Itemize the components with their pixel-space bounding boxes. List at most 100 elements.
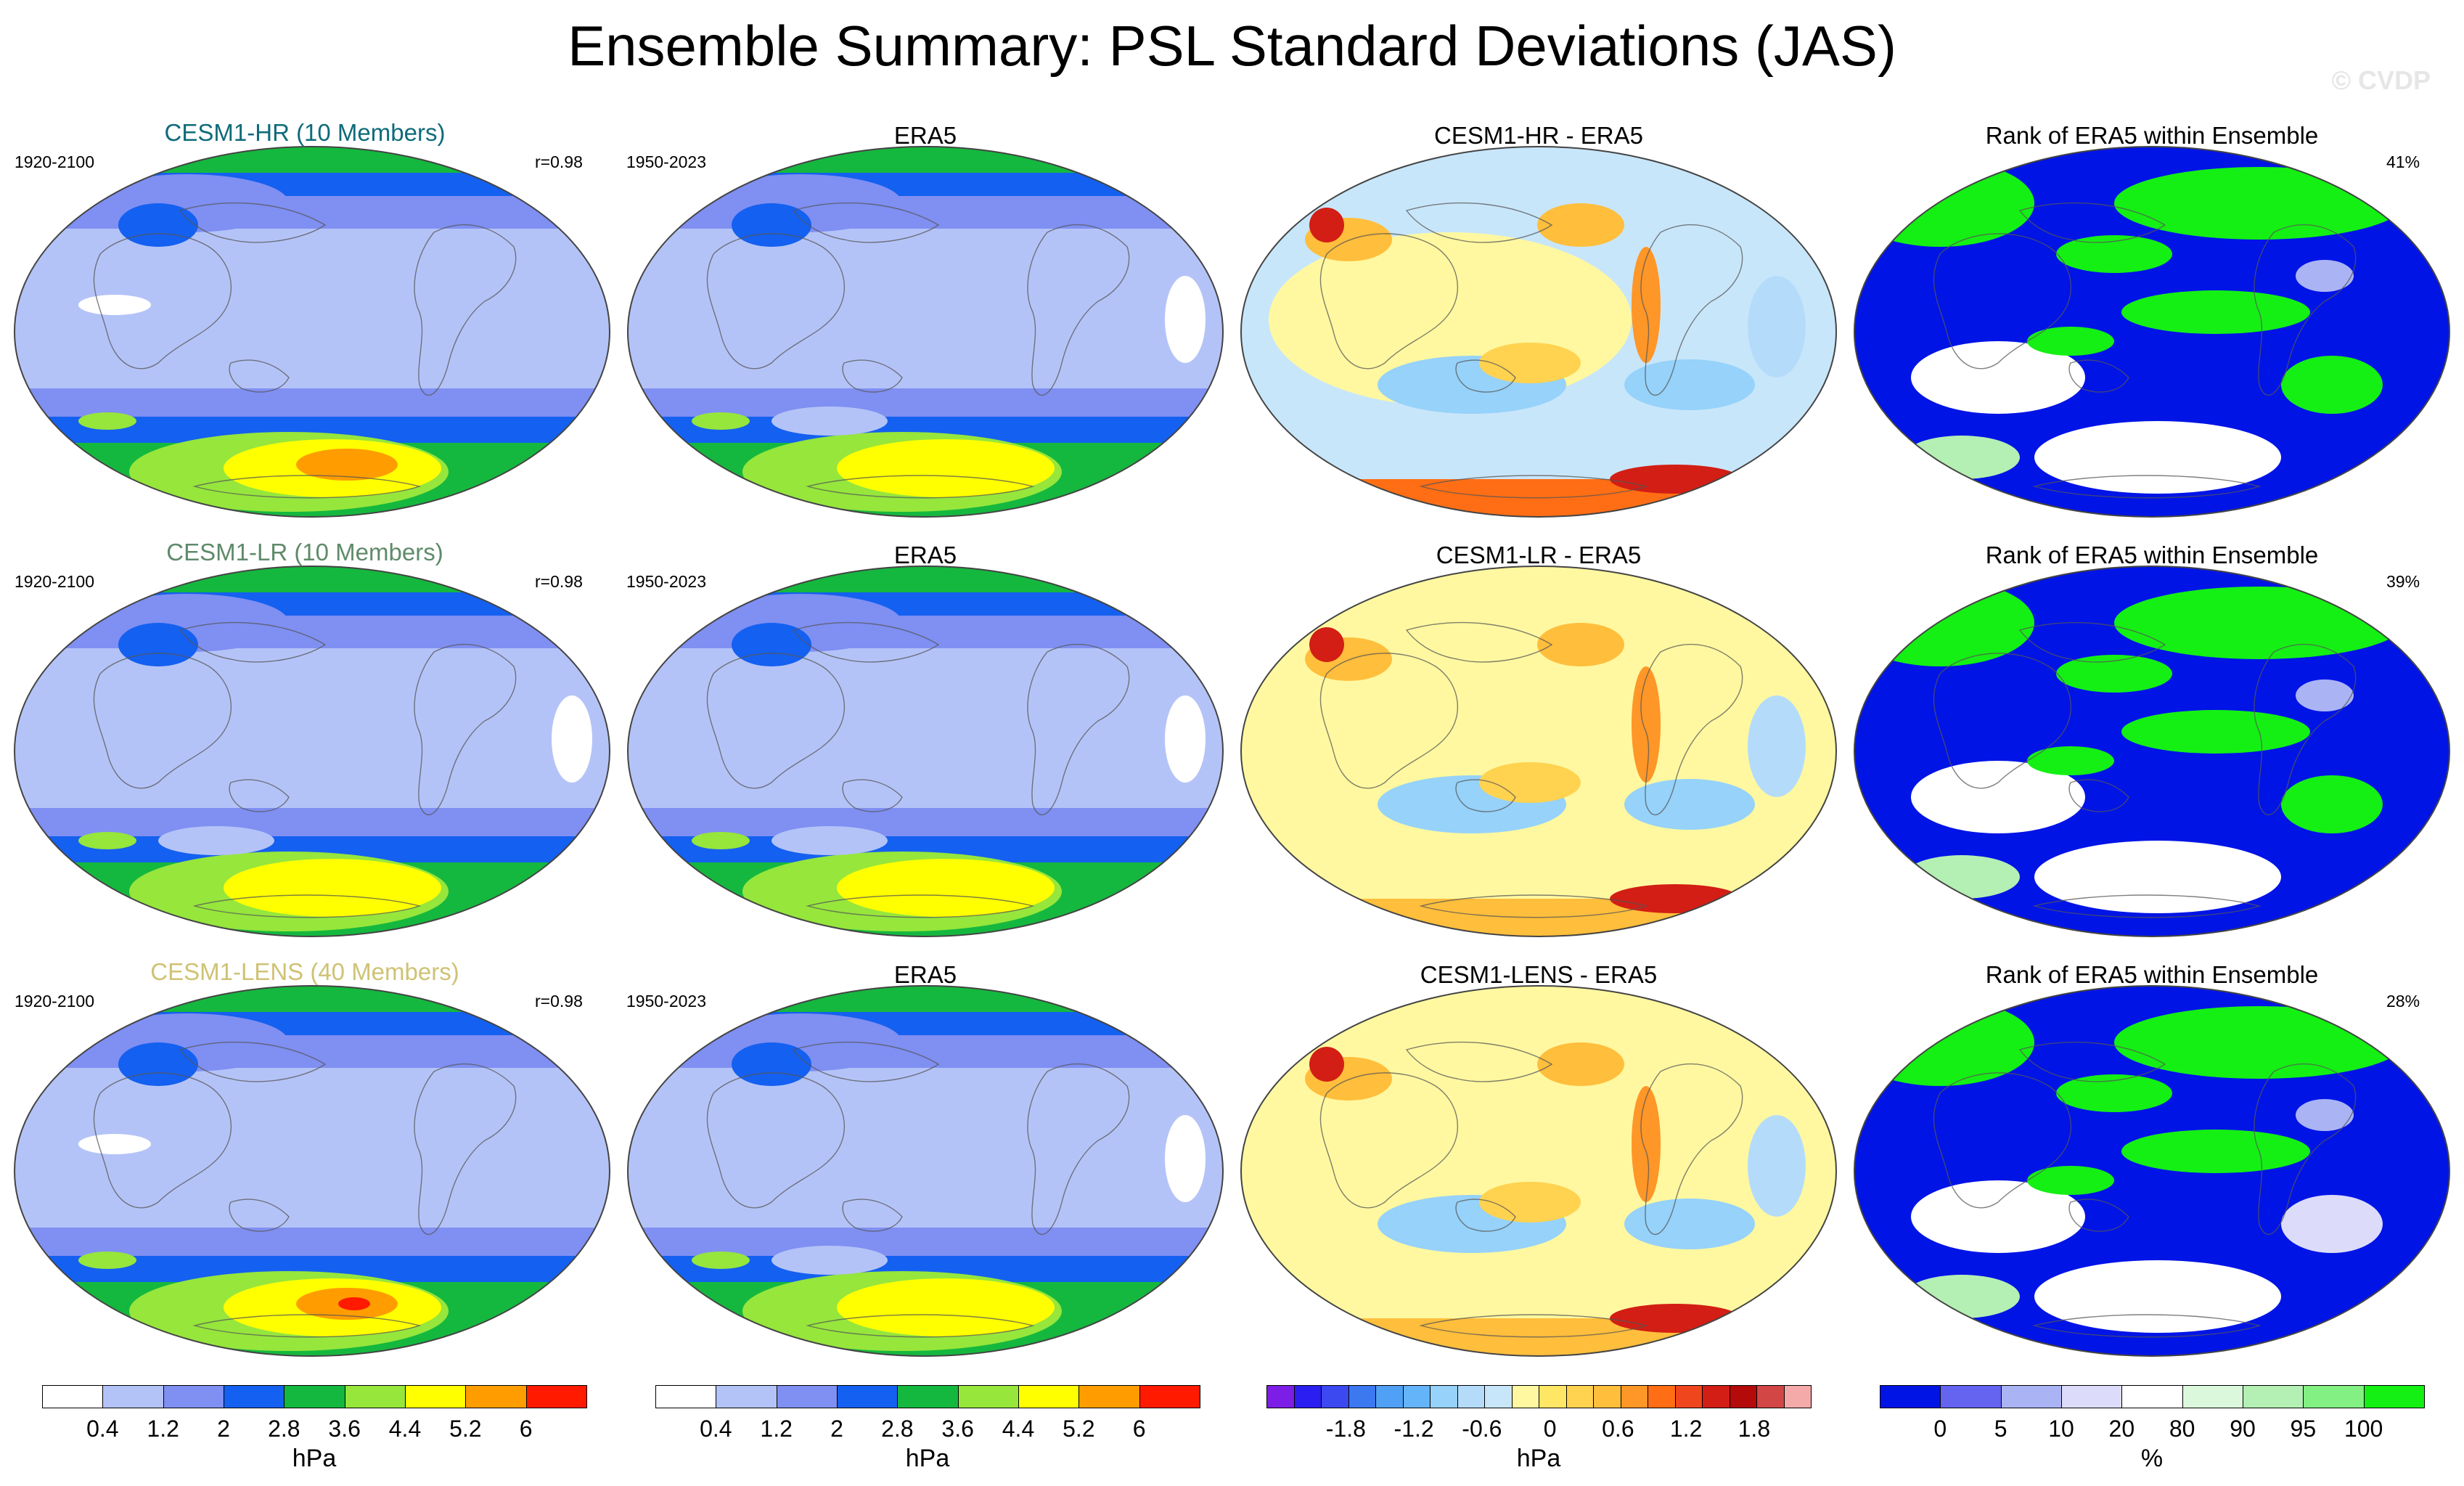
coastline-1 [93, 653, 232, 789]
stddev-arctic-band [628, 147, 1223, 173]
map-outline [627, 566, 1224, 937]
coastline-4 [229, 779, 290, 812]
map-obs-row1 [627, 146, 1224, 518]
diff-asia-max [1309, 627, 1344, 662]
coastline-2 [179, 621, 327, 663]
map-model-row1 [14, 146, 610, 518]
colorbar-tick-label: 2.8 [881, 1416, 914, 1442]
coastline-3 [414, 1063, 517, 1236]
coastline-4 [2068, 1199, 2129, 1232]
colorbar-tick-label: 4.4 [1002, 1416, 1035, 1442]
map-outline [1240, 146, 1837, 518]
coastline-4 [842, 1199, 903, 1232]
coastline-1 [1319, 233, 1459, 370]
colorbar-tick-label: 4.4 [388, 1416, 422, 1442]
colorbar-swatch [344, 1385, 406, 1408]
diff-andes-pos [1632, 1086, 1661, 1202]
coastline-3 [414, 643, 517, 816]
model-period-row2: 1920-2100 [15, 572, 94, 591]
coastline-4 [1455, 779, 1516, 812]
stddev-arctic-band [15, 147, 610, 173]
coastline-3 [1640, 643, 1743, 816]
stddev-south-mid-band [628, 388, 1223, 417]
coastline-5 [806, 1314, 1035, 1338]
stddev-tropical-min [78, 295, 151, 315]
diff-andes-pos [1632, 247, 1661, 363]
colorbar-swatch [224, 1385, 285, 1408]
coastline-2 [1405, 202, 1553, 243]
rank-atlantic-low [2296, 679, 2354, 711]
colorbar-swatch [465, 1385, 527, 1408]
stddev-south-pacific-max [909, 868, 1011, 900]
obs-period-row2: 1950-2023 [626, 572, 706, 591]
colorbar-swatch [1648, 1385, 1676, 1408]
stddev-north-high-band [15, 1012, 610, 1035]
coastline-2 [792, 621, 940, 663]
rank-pacific-high [2027, 746, 2114, 775]
coastline-5 [1419, 475, 1648, 499]
colorbar-swatch [1756, 1385, 1785, 1408]
pattern-corr-row2: r=0.98 [535, 572, 583, 591]
stddev-south-pacific-max [296, 868, 398, 900]
diff-antarctic-max [1610, 465, 1740, 494]
diff-antarctic-max [1610, 1304, 1740, 1333]
coastline-4 [229, 1199, 290, 1232]
stddev-arctic-band [15, 566, 610, 592]
colorbar-swatch [102, 1385, 164, 1408]
stddev-indian-ocean-max [692, 412, 750, 430]
rank-south-west-high [1904, 436, 2020, 479]
map-outline [1854, 985, 2450, 1357]
stddev-north-high-band [15, 592, 610, 616]
colorbar-swatch [1539, 1385, 1567, 1408]
coastline-2 [179, 1041, 327, 1082]
diff-antarctic-band [1241, 899, 1836, 936]
stddev-north-pacific-max [118, 623, 198, 666]
stddev-south-mid-band [15, 1228, 610, 1256]
stddev-subtropic-min [158, 826, 274, 855]
colorbar-tick-label: 0.4 [86, 1416, 119, 1442]
colorbar-swatch [1593, 1385, 1621, 1408]
rank-north-pacific-high [2056, 1074, 2172, 1112]
stddev-indian-ocean-max [692, 1252, 750, 1269]
map-outline [14, 566, 610, 937]
coastline-1 [1319, 653, 1459, 789]
stddev-arctic-band [628, 986, 1223, 1012]
colorbar-swatch [1266, 1385, 1295, 1408]
coastline-3 [1640, 1063, 1743, 1236]
map-rank-row3 [1854, 985, 2450, 1357]
colorbar-swatch [1018, 1385, 1080, 1408]
diff-andes-pos [1632, 666, 1661, 783]
diff-antarctic-band [1241, 1318, 1836, 1356]
colorbar-unit-label: % [2140, 1445, 2164, 1472]
coastline-5 [2032, 475, 2262, 499]
coastline-3 [1027, 1063, 1130, 1236]
colorbar-tick-label: 2 [830, 1416, 843, 1442]
model-title-row2: CESM1-LR (10 Members) [166, 539, 443, 566]
obs-title-row3: ERA5 [893, 961, 957, 988]
stddev-north-pacific-max [118, 1042, 198, 1086]
stddev-south-mid-band [15, 388, 610, 417]
coastline-2 [1405, 1041, 1553, 1082]
map-outline [627, 146, 1224, 518]
colorbar-swatch [1565, 1385, 1594, 1408]
colorbar-swatch [957, 1385, 1019, 1408]
diff-north-america-pos [1537, 623, 1624, 666]
colorbar-swatch [716, 1385, 777, 1408]
colorbar-unit-label: hPa [292, 1445, 337, 1472]
colorbar-swatch [1940, 1385, 2002, 1408]
diff-south-atlantic-neg [1624, 1199, 1755, 1249]
colorbar-unit-label: hPa [1516, 1445, 1561, 1472]
diff-antarctic-max [1610, 884, 1740, 913]
coastline-5 [192, 1314, 422, 1338]
coastline-5 [192, 475, 422, 499]
colorbar-swatch [1402, 1385, 1430, 1408]
colorbar-tick-label: 0 [1933, 1416, 1947, 1442]
colorbar-tick-label: 2.8 [268, 1416, 300, 1442]
coastline-1 [1933, 233, 2072, 370]
obs-title-row2: ERA5 [893, 542, 957, 568]
stddev-subtropic-min [771, 1246, 888, 1275]
colorbar-swatch [1511, 1385, 1539, 1408]
diff-title-row3: CESM1-LENS - ERA5 [1420, 961, 1658, 988]
diff-asia-max [1309, 208, 1344, 242]
map-diff-row2 [1240, 566, 1837, 937]
